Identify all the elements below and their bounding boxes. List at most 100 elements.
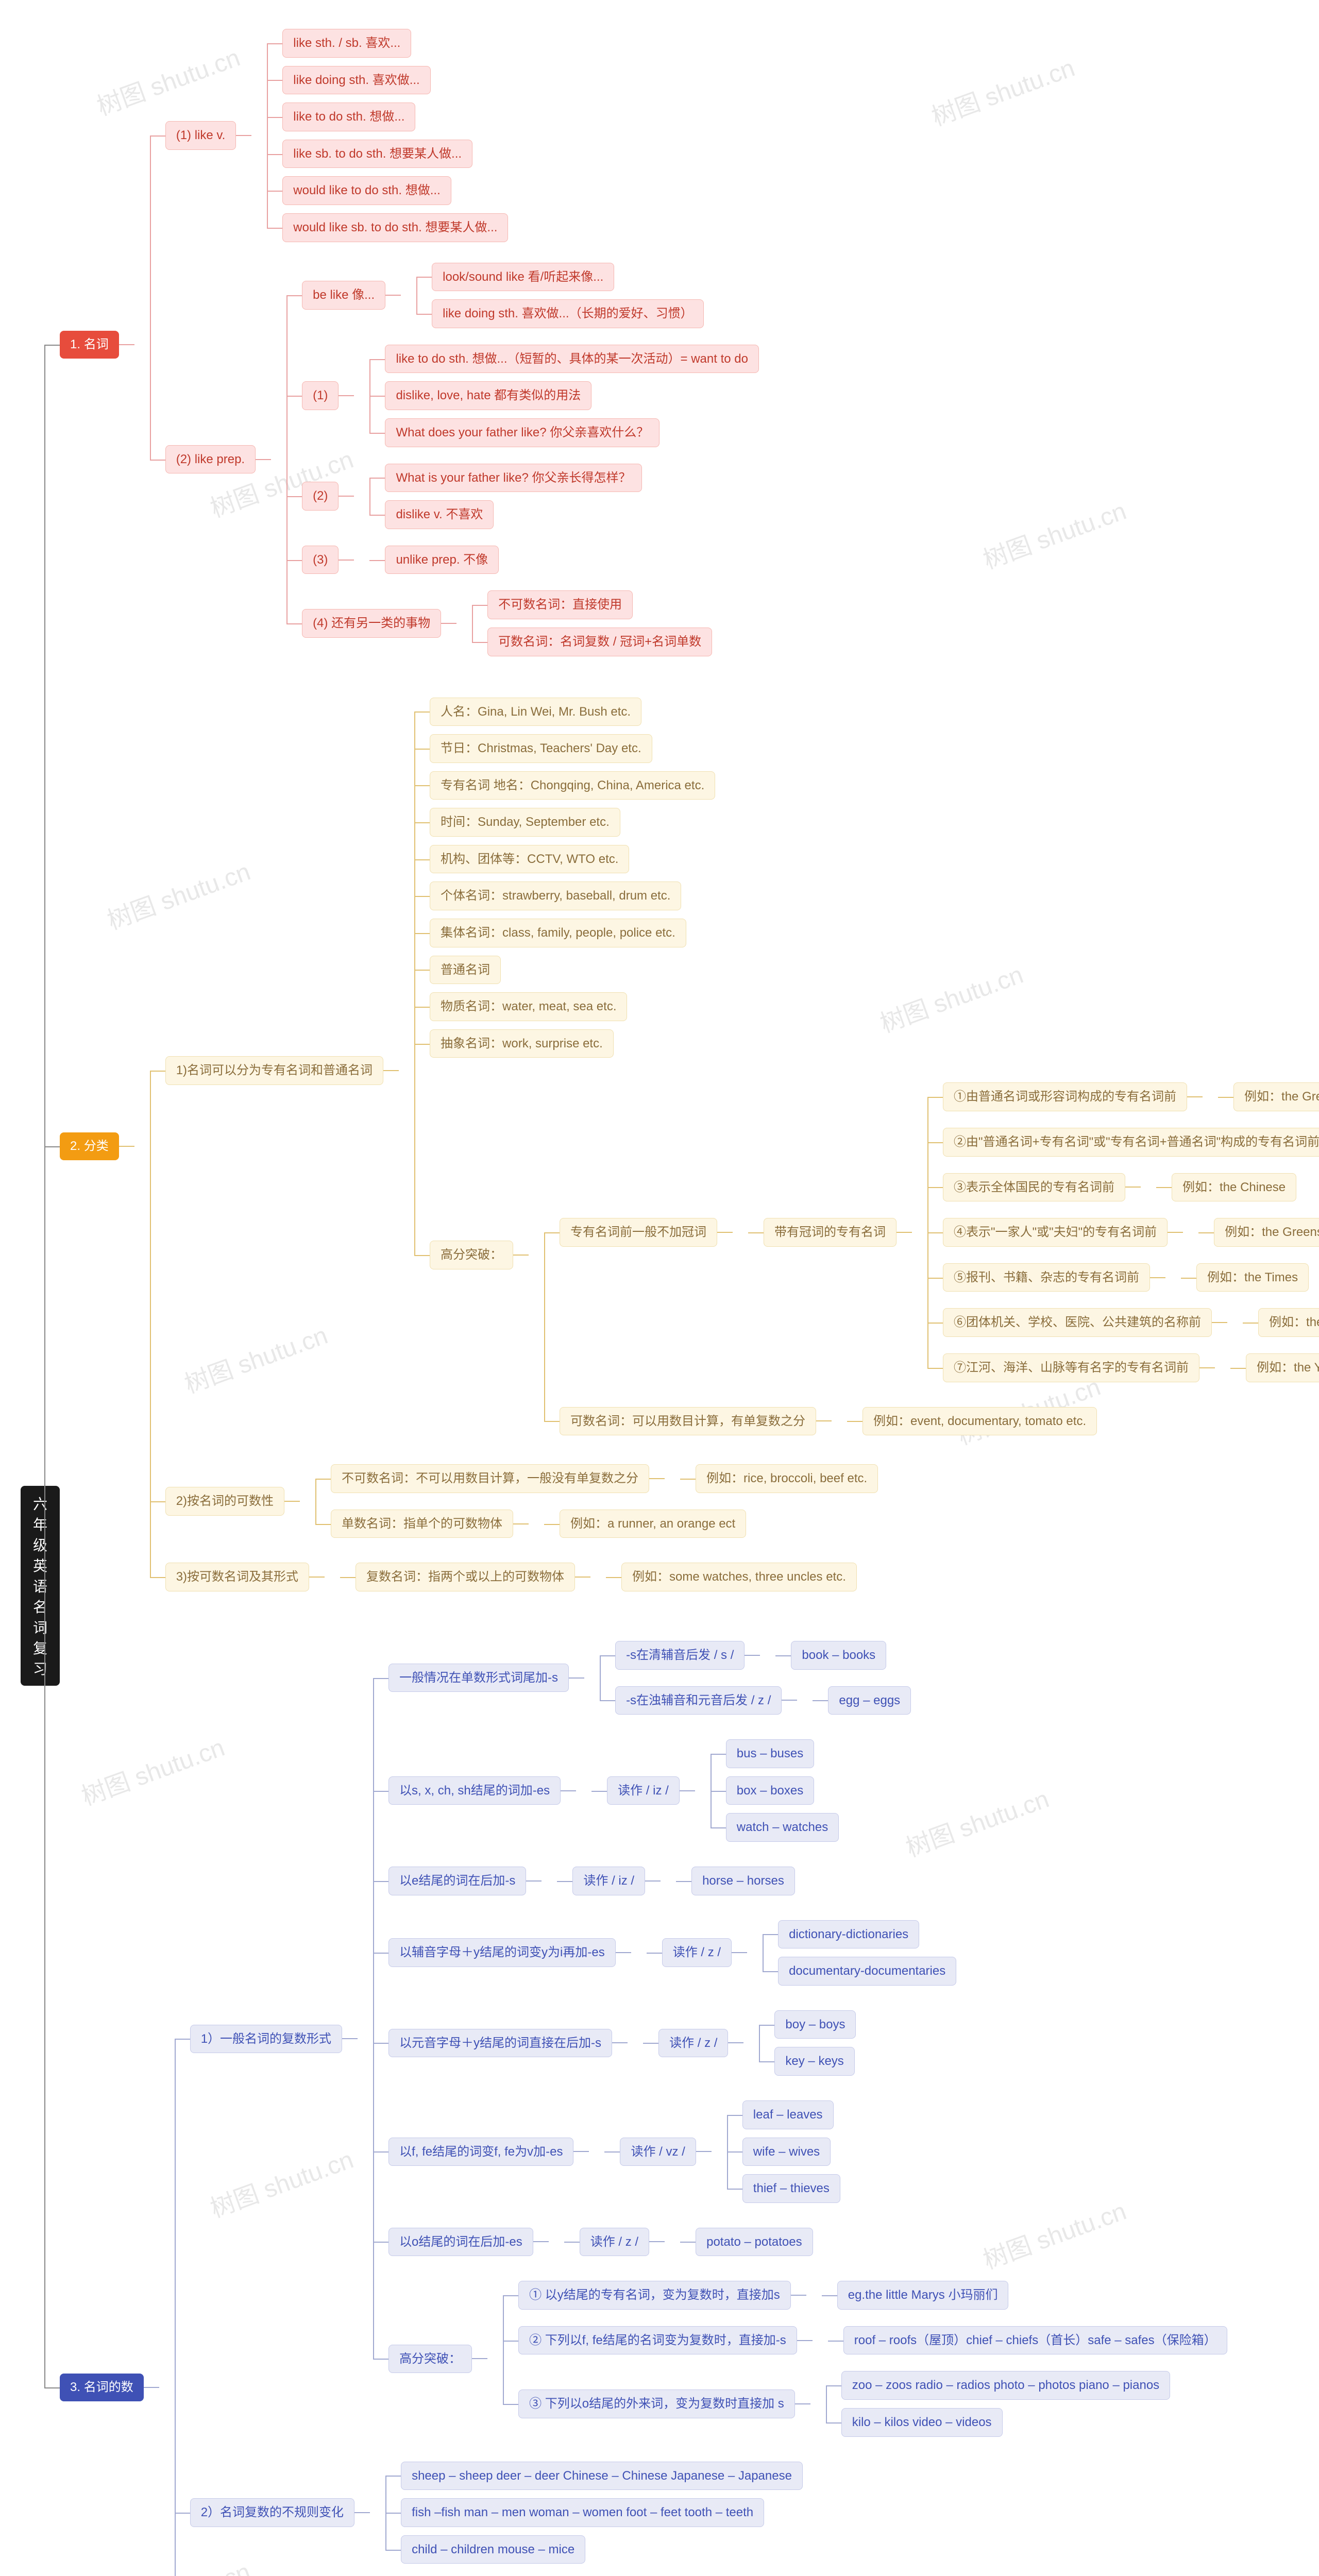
- tree-node: 不可数名词：直接使用: [487, 590, 712, 619]
- node-label: 例如：the Times: [1196, 1263, 1309, 1292]
- section-node: 1. 名词(1) like v.like sth. / sb. 喜欢...lik…: [60, 21, 1319, 669]
- tree-node: dislike, love, hate 都有类似的用法: [385, 381, 759, 410]
- node-label: 人名：Gina, Lin Wei, Mr. Bush etc.: [430, 698, 641, 726]
- node-label: be like 像...: [302, 281, 385, 310]
- node-label: 集体名词：class, family, people, police etc.: [430, 919, 686, 947]
- tree-node: 以元音字母＋y结尾的词直接在后加-s 读作 / z /boy – boyskey …: [388, 2002, 1227, 2084]
- tree-node: 读作 / vz /leaf – leaveswife – wivesthief …: [620, 2096, 840, 2207]
- node-label: (1) like v.: [165, 121, 236, 150]
- tree-node: ② 下列以f, fe结尾的名词变为复数时，直接加-sroof – roofs（屋…: [518, 2322, 1227, 2359]
- tree-node: potato – potatoes: [696, 2228, 813, 2257]
- tree-node: 以s, x, ch, sh结尾的词加-es读作 / iz /bus – buse…: [388, 1731, 1227, 1850]
- node-label: ⑥团体机关、学校、医院、公共建筑的名称前: [943, 1308, 1212, 1337]
- tree-node: 以f, fe结尾的词变f, fe为v加-es 读作 / vz / leaf – le…: [388, 2092, 1227, 2211]
- node-label: 单数名词：指单个的可数物体: [331, 1510, 513, 1538]
- tree-node: egg – eggs: [828, 1686, 911, 1715]
- node-label: 节日：Christmas, Teachers' Day etc.: [430, 734, 652, 763]
- tree-node: 人名：Gina, Lin Wei, Mr. Bush etc.: [430, 698, 1319, 726]
- tree-node: box – boxes: [726, 1776, 839, 1805]
- tree-node: like to do sth. 想做...（短暂的、具体的某一次活动）= wan…: [385, 345, 759, 374]
- node-label: 时间：Sunday, September etc.: [430, 808, 620, 837]
- node-label: 以元音字母＋y结尾的词直接在后加-s: [388, 2029, 612, 2058]
- tree-node: (1) like to do sth. 想做...（短暂的、具体的某一次活动）= …: [302, 341, 759, 451]
- tree-node: 读作 / z /boy – boyskey – keys: [658, 2006, 856, 2080]
- node-label: look/sound like 看/听起来像...: [432, 263, 614, 292]
- node-label: 不可数名词：直接使用: [487, 590, 633, 619]
- tree-node: ①由普通名词或形容词构成的专有名词前 例如：the Great Wall, the…: [943, 1078, 1319, 1115]
- node-label: ⑦江河、海洋、山脉等有名字的专有名词前: [943, 1353, 1199, 1382]
- tree-node: 1）一般名词的复数形式一般情况在单数形式词尾加-s-s在清辅音后发 / s /b…: [190, 1629, 1319, 2449]
- tree-node: ③ 下列以o结尾的外来词，变为复数时直接加 szoo – zoos radio …: [518, 2367, 1227, 2441]
- mindmap-root: 六年级英语名词复习 1. 名词(1) like v.like sth. / sb…: [21, 21, 1298, 2576]
- tree-node: -s在浊辅音和元音后发 / z /egg – eggs: [615, 1682, 911, 1719]
- tree-node: ⑤报刊、书籍、杂志的专有名词前例如：the Times: [943, 1259, 1319, 1296]
- node-label: 例如：some watches, three uncles etc.: [621, 1563, 857, 1591]
- node-label: 以辅音字母＋y结尾的词变y为i再加-es: [388, 1938, 616, 1967]
- tree-node: -s在清辅音后发 / s /book – books: [615, 1637, 911, 1674]
- tree-node: zoo – zoos radio – radios photo – photos…: [841, 2371, 1170, 2400]
- tree-node: eg.the little Marys 小玛丽们: [837, 2281, 1009, 2310]
- node-label: boy – boys: [774, 2010, 856, 2039]
- node-label: ① 以y结尾的专有名词，变为复数时，直接加s: [518, 2281, 791, 2310]
- tree-node: would like to do sth. 想做...: [282, 176, 508, 205]
- tree-node: 读作 / z /dictionary-dictionariesdocumenta…: [662, 1916, 957, 1990]
- tree-node: 3)按可数名词及其形式复数名词：指两个或以上的可数物体例如：some watch…: [165, 1554, 1319, 1600]
- tree-node: kilo – kilos video – videos: [841, 2408, 1170, 2437]
- node-label: like to do sth. 想做...（短暂的、具体的某一次活动）= wan…: [385, 345, 759, 374]
- tree-node: sheep – sheep deer – deer Chinese – Chin…: [401, 2462, 803, 2490]
- tree-node: 带有冠词的专有名词①由普通名词或形容词构成的专有名词前例如：the Great …: [764, 1074, 1319, 1390]
- node-label: 一般情况在单数形式词尾加-s: [388, 1664, 569, 1692]
- node-label: zoo – zoos radio – radios photo – photos…: [841, 2371, 1170, 2400]
- node-label: 读作 / vz /: [620, 2138, 696, 2166]
- tree-node: 例如：the Great Wall, the Summer Palace: [1233, 1082, 1319, 1111]
- tree-node: (1) like v.like sth. / sb. 喜欢...like doi…: [165, 25, 759, 246]
- node-label: 读作 / z /: [580, 2228, 649, 2257]
- node-label: (3): [302, 546, 339, 574]
- node-label: bus – buses: [726, 1739, 814, 1768]
- node-label: 不可数名词：不可以用数目计算，一般没有单复数之分: [331, 1464, 649, 1493]
- node-label: potato – potatoes: [696, 2228, 813, 2257]
- tree-node: boy – boys: [774, 2010, 856, 2039]
- root-node: 六年级英语名词复习: [21, 1486, 60, 1686]
- node-label: 以o结尾的词在后加-es: [388, 2228, 533, 2257]
- node-label: ② 下列以f, fe结尾的名词变为复数时，直接加-s: [518, 2326, 797, 2355]
- tree-node: 读作 / iz /horse – horses: [572, 1862, 794, 1900]
- tree-node: 2)按名词的可数性不可数名词：不可以用数目计算，一般没有单复数之分例如：rice…: [165, 1456, 1319, 1546]
- node-label: What does your father like? 你父亲喜欢什么？: [385, 418, 660, 447]
- tree-node: book – books: [791, 1641, 886, 1670]
- tree-node: unlike prep. 不像: [385, 546, 499, 574]
- tree-node: 可数名词：名词复数 / 冠词+名词单数: [487, 628, 712, 656]
- tree-node: ⑦江河、海洋、山脉等有名字的专有名词前例如：the Yellow River: [943, 1349, 1319, 1386]
- node-label: (1): [302, 381, 339, 410]
- node-label: 可数名词：名词复数 / 冠词+名词单数: [487, 628, 712, 656]
- node-label: 例如：rice, broccoli, beef etc.: [696, 1464, 878, 1493]
- tree-node: 集体名词：class, family, people, police etc.: [430, 919, 1319, 947]
- tree-node: 例如：a runner, an orange ect: [560, 1510, 746, 1538]
- tree-node: thief – thieves: [742, 2174, 840, 2203]
- node-label: 以f, fe结尾的词变f, fe为v加-es: [388, 2138, 573, 2166]
- node-label: documentary-documentaries: [778, 1957, 956, 1986]
- node-label: like doing sth. 喜欢做...: [282, 66, 430, 95]
- tree-node: ④表示"一家人"或"夫妇"的专有名词前例如：the Greens: [943, 1214, 1319, 1251]
- node-label: 个体名词：strawberry, baseball, drum etc.: [430, 882, 681, 910]
- node-label: 物质名词：water, meat, sea etc.: [430, 992, 627, 1021]
- node-label: eg.the little Marys 小玛丽们: [837, 2281, 1009, 2310]
- node-label: child – children mouse – mice: [401, 2535, 585, 2564]
- node-label: 高分突破：: [430, 1241, 513, 1269]
- tree-node: dislike v. 不喜欢: [385, 500, 641, 529]
- node-label: 例如：the Greens: [1214, 1218, 1319, 1247]
- section-node: 2. 分类1)名词可以分为专有名词和普通名词人名：Gina, Lin Wei, …: [60, 689, 1319, 1604]
- node-label: ③表示全体国民的专有名词前: [943, 1173, 1125, 1202]
- node-label: 可数名词：可以用数目计算，有单复数之分: [560, 1407, 816, 1436]
- node-label: ①由普通名词或形容词构成的专有名词前: [943, 1082, 1187, 1111]
- node-label: would like sb. to do sth. 想要某人做...: [282, 213, 508, 242]
- node-label: dislike, love, hate 都有类似的用法: [385, 381, 591, 410]
- tree-node: 例如：event, documentary, tomato etc.: [863, 1407, 1097, 1436]
- tree-node: leaf – leaves: [742, 2100, 840, 2129]
- tree-node: 单数名词：指单个的可数物体 例如：a runner, an orange ect: [331, 1505, 878, 1543]
- node-label: sheep – sheep deer – deer Chinese – Chin…: [401, 2462, 803, 2490]
- tree-node: 例如：some watches, three uncles etc.: [621, 1563, 857, 1591]
- node-label: like to do sth. 想做...: [282, 103, 415, 131]
- node-label: 专有名词 地名：Chongqing, China, America etc.: [430, 771, 715, 800]
- tree-node: 抽象名词：work, surprise etc.: [430, 1029, 1319, 1058]
